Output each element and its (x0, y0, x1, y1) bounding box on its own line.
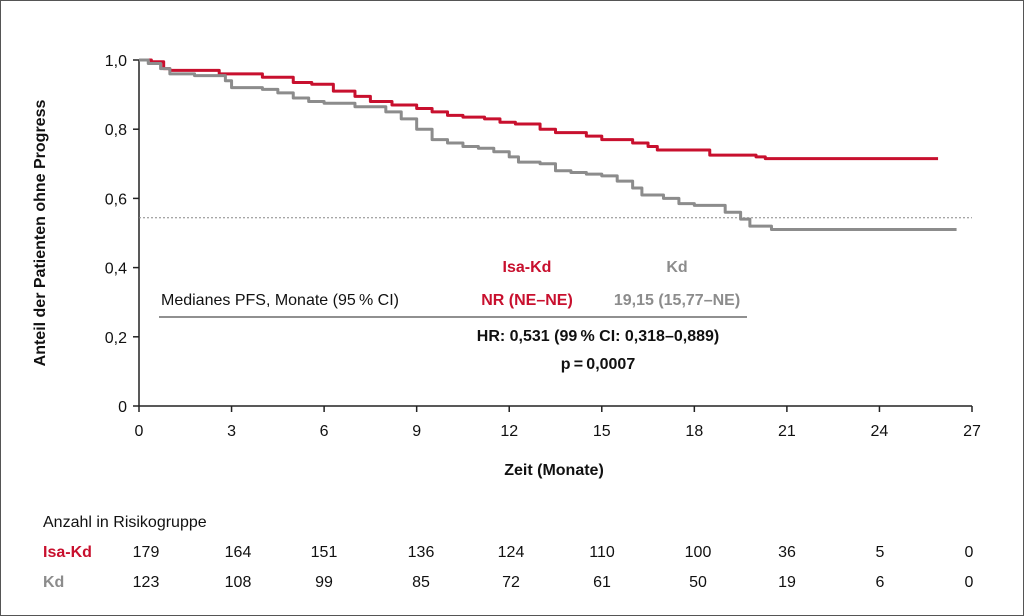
x-tick-label: 0 (135, 423, 144, 440)
x-tick-label: 27 (963, 423, 981, 440)
risk-cell: 164 (225, 544, 252, 561)
y-tick-label: 1,0 (105, 53, 127, 70)
risk-cell: 36 (778, 544, 796, 561)
kd-median-value: 19,15 (15,77–NE) (614, 292, 740, 309)
risk-cell: 108 (225, 574, 252, 591)
survival-curves (139, 58, 957, 232)
legend-isakd-label: Isa-Kd (503, 259, 552, 276)
risk-table-title: Anzahl in Risikogruppe (43, 514, 207, 531)
hazard-ratio-text: HR: 0,531 (99 % CI: 0,318–0,889) (477, 328, 719, 345)
y-ticks: 0 0,2 0,4 0,6 0,8 1,0 (105, 53, 139, 416)
risk-cell: 99 (315, 574, 333, 591)
axes (138, 60, 972, 407)
risk-cell: 100 (685, 544, 712, 561)
x-tick-label: 12 (500, 423, 518, 440)
curve-isa-kd (139, 58, 939, 161)
risk-cell: 85 (412, 574, 430, 591)
curve-kd (139, 58, 957, 232)
x-ticks: 0 3 6 9 12 15 18 21 24 27 (135, 406, 981, 440)
risk-cell: 50 (689, 574, 707, 591)
isakd-median-value: NR (NE–NE) (481, 292, 573, 309)
y-tick-label: 0,8 (105, 122, 127, 139)
x-tick-label: 21 (778, 423, 796, 440)
risk-cell: 123 (133, 574, 160, 591)
risk-cell: 0 (965, 574, 974, 591)
risk-cell: 19 (778, 574, 796, 591)
x-tick-label: 9 (412, 423, 421, 440)
x-tick-label: 6 (320, 423, 329, 440)
risk-cell: 5 (876, 544, 885, 561)
legend-kd-label: Kd (666, 259, 687, 276)
risk-cell: 136 (408, 544, 435, 561)
y-axis-title: Anteil der Patienten ohne Progress (32, 100, 49, 367)
risk-cell: 0 (965, 544, 974, 561)
p-value-text: p = 0,0007 (561, 356, 636, 373)
risk-row-label: Isa-Kd (43, 544, 92, 561)
y-tick-label: 0,2 (105, 330, 127, 347)
median-pfs-label: Medianes PFS, Monate (95 % CI) (161, 292, 399, 309)
x-tick-label: 24 (871, 423, 889, 440)
risk-cell: 110 (589, 544, 615, 561)
risk-row-label: Kd (43, 574, 64, 591)
risk-cell: 6 (876, 574, 885, 591)
risk-cell: 72 (502, 574, 520, 591)
risk-cell: 61 (593, 574, 611, 591)
y-tick-label: 0 (118, 399, 127, 416)
risk-cell: 179 (133, 544, 160, 561)
x-axis-title: Zeit (Monate) (504, 462, 604, 479)
risk-cell: 151 (311, 544, 338, 561)
x-tick-label: 3 (227, 423, 236, 440)
x-tick-label: 18 (685, 423, 703, 440)
y-tick-label: 0,4 (105, 261, 127, 278)
x-tick-label: 15 (593, 423, 611, 440)
y-tick-label: 0,6 (105, 191, 127, 208)
risk-table: Isa-Kd 179 164 151 136 124 110 100 36 5 0Kd 123 108 9… (43, 544, 974, 591)
risk-cell: 124 (498, 544, 525, 561)
